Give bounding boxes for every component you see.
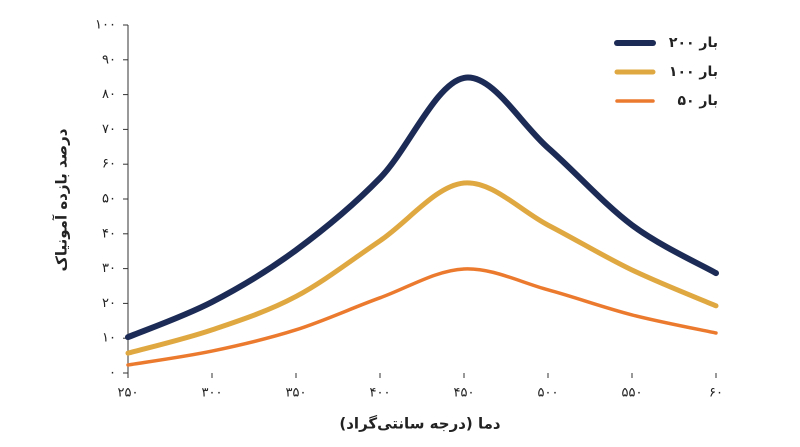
y-tick-label: ۱۰۰ <box>95 18 116 33</box>
y-tick-label: ۹۰ <box>102 52 116 67</box>
series-line <box>125 180 719 356</box>
x-tick-label: ۶۰ <box>709 386 723 401</box>
series-line <box>126 267 718 367</box>
y-axis-title: درصد بازده آمونیاک <box>53 128 71 271</box>
legend-label: ۲۰۰ بار <box>669 35 718 51</box>
y-tick-label: ۵۰ <box>102 192 116 207</box>
x-axis-title: دما (درجه سانتی‌گراد) <box>339 415 501 433</box>
y-tick-label: ۸۰ <box>102 87 116 102</box>
y-tick-label: ۷۰ <box>102 122 116 137</box>
x-tick-label: ۲۵۰ <box>118 386 139 401</box>
y-tick-label: ۴۰ <box>102 226 116 241</box>
x-tick-label: ۵۰۰ <box>538 386 559 401</box>
x-tick-label: ۵۵۰ <box>622 386 643 401</box>
y-tick-label: ۱۰ <box>102 331 116 346</box>
y-tick-label: ۰ <box>109 366 116 381</box>
legend-label: ۵۰ بار <box>677 93 718 109</box>
y-tick-label: ۳۰ <box>102 261 116 276</box>
x-tick-label: ۳۰۰ <box>202 386 223 401</box>
y-tick-label: ۲۰ <box>102 296 116 311</box>
y-tick-label: ۶۰ <box>102 157 116 172</box>
x-tick-label: ۴۵۰ <box>454 386 475 401</box>
x-tick-label: ۳۵۰ <box>286 386 307 401</box>
x-tick-label: ۴۰۰ <box>370 386 391 401</box>
series-line <box>125 74 719 341</box>
legend-label: ۱۰۰ بار <box>669 64 718 80</box>
